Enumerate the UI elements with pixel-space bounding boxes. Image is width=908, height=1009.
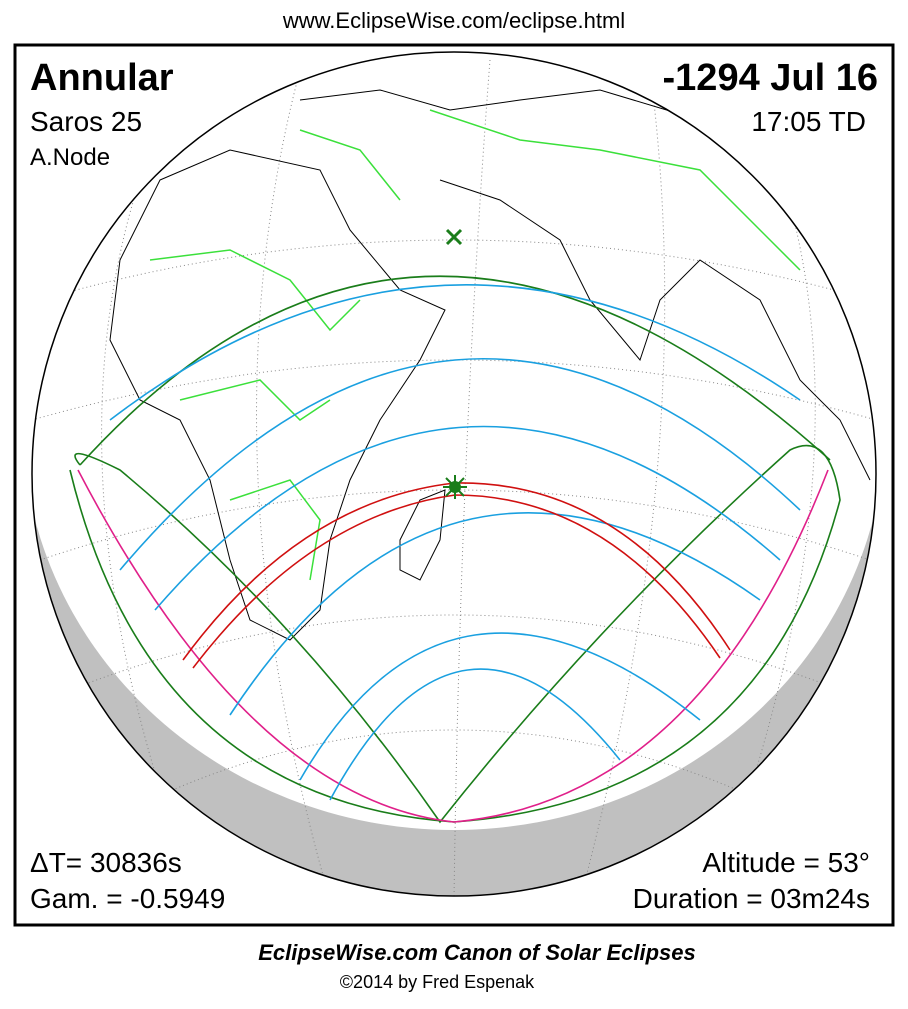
time: 17:05 TD xyxy=(751,106,866,137)
greatest-eclipse xyxy=(443,475,467,499)
footer-credit: ©2014 by Fred Espenak xyxy=(340,972,535,992)
duration: Duration = 03m24s xyxy=(633,883,870,914)
gamma: Gam. = -0.5949 xyxy=(30,883,225,914)
sub-solar-point xyxy=(445,228,463,246)
globe xyxy=(31,51,877,897)
altitude: Altitude = 53° xyxy=(702,847,870,878)
globe-outline xyxy=(31,51,877,897)
panel-text: Annular Saros 25 A.Node -1294 Jul 16 17:… xyxy=(30,57,878,914)
delta-t: ΔT= 30836s xyxy=(30,847,182,878)
frame xyxy=(13,43,895,927)
magnitude-lines xyxy=(109,284,801,801)
day-side xyxy=(32,52,876,830)
globe-content xyxy=(32,52,876,896)
node: A.Node xyxy=(30,144,110,171)
eclipse-type: Annular xyxy=(30,57,174,99)
date: -1294 Jul 16 xyxy=(663,57,878,99)
url: www.EclipseWise.com/eclipse.html xyxy=(282,8,625,33)
saros: Saros 25 xyxy=(30,106,142,137)
footer-title: EclipseWise.com Canon of Solar Eclipses xyxy=(258,940,696,965)
